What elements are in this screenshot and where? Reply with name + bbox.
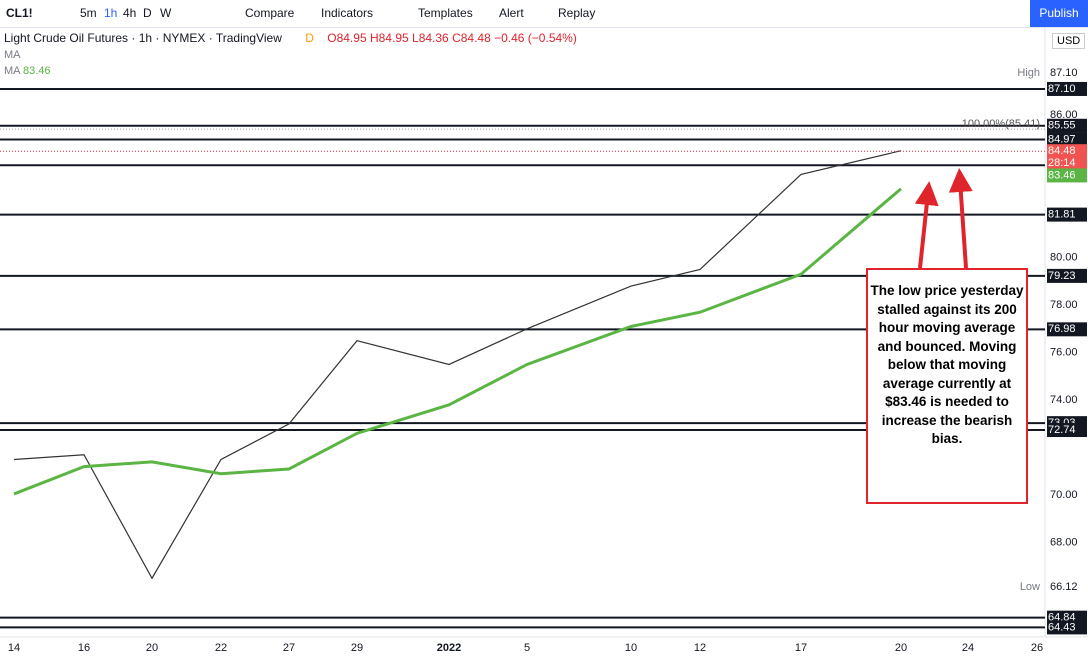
y-tick-label: 86.00 [1050, 109, 1078, 121]
level-label: 81.81 [1048, 209, 1076, 221]
high-label: High [1017, 67, 1040, 79]
x-tick-label: 29 [351, 642, 363, 654]
x-tick-label: 24 [962, 642, 974, 654]
x-tick-label: 20 [895, 642, 907, 654]
low-value: 66.12 [1050, 581, 1078, 593]
interval[interactable]: D [143, 6, 152, 20]
last-price-label: 84.48 [1048, 145, 1076, 157]
ohlc: O84.95 [327, 31, 367, 45]
x-tick-label: 12 [694, 642, 706, 654]
ohlc: H84.95 [369, 31, 409, 45]
ma-legend: MA [4, 65, 20, 77]
y-tick-label: 76.00 [1050, 347, 1078, 359]
x-tick-label: 14 [8, 642, 20, 654]
countdown: 28:14 [1048, 157, 1076, 169]
button[interactable]: Indicators [321, 6, 374, 20]
x-tick-label: 20 [146, 642, 158, 654]
toolbar: CL1! 5m 1h 4h D W Compare Indicators Tem… [0, 0, 1088, 28]
low-label: Low [1020, 581, 1040, 593]
ma-price-box [1047, 168, 1087, 183]
level-label: 84.97 [1048, 133, 1076, 145]
button[interactable]: Replay [558, 6, 596, 20]
ohlc: L84.36 [412, 31, 449, 45]
ma-line [13, 187, 902, 496]
button[interactable]: Templates [418, 6, 473, 20]
ma-legend: MA [4, 49, 21, 61]
arrow [948, 168, 973, 269]
annotation: The low price yesterday stalled against … [866, 268, 1028, 504]
button[interactable]: Compare [245, 6, 295, 20]
interval[interactable]: 4h [123, 6, 137, 20]
ma-value: 83.46 [22, 65, 51, 77]
level-label: 64.43 [1048, 621, 1076, 633]
high-value: 87.10 [1050, 67, 1078, 79]
y-tick-label: 68.00 [1050, 537, 1078, 549]
level-box [1047, 322, 1087, 337]
level-label: 79.23 [1048, 270, 1076, 282]
currency[interactable]: USD [1052, 33, 1086, 49]
x-tick-label: 2022 [437, 642, 461, 654]
level-box [1047, 81, 1087, 96]
chart: 68.00 70.00 74.00 76.00 78.00 80.00 86.00 14 16 2… [0, 28, 1088, 663]
badge: D [305, 31, 314, 45]
level-box [1047, 207, 1087, 222]
symbol[interactable]: CL1! [6, 6, 33, 20]
price-line [13, 150, 902, 580]
publish-button[interactable]: Publish [1030, 0, 1088, 27]
interval[interactable]: 1h [104, 6, 118, 20]
x-tick-label: 10 [625, 642, 637, 654]
ma-price-label: 83.46 [1048, 169, 1076, 181]
level-label: 72.74 [1048, 424, 1076, 436]
x-tick-label: 17 [795, 642, 807, 654]
fib-label: 100.00%(85.41) [962, 118, 1040, 130]
button[interactable]: Alert [499, 6, 524, 20]
level-label: 87.10 [1048, 83, 1076, 95]
legend: Light Crude Oil Futures · 1h · NYMEX · T… [4, 31, 577, 77]
legend-title: Light Crude Oil Futures · 1h · NYMEX · T… [4, 31, 282, 45]
ohlc: C84.48 [452, 31, 491, 45]
level-box [1047, 118, 1087, 133]
level-label: 76.98 [1048, 323, 1076, 335]
level-box [1047, 423, 1087, 438]
x-tick-label: 26 [1031, 642, 1043, 654]
y-tick-label: 74.00 [1050, 394, 1078, 406]
x-tick-label: 16 [78, 642, 90, 654]
level-box [1047, 132, 1087, 147]
y-tick-label: 70.00 [1050, 489, 1078, 501]
ohlc: −0.46 (−0.54%) [494, 31, 577, 45]
level-box [1047, 620, 1087, 635]
y-tick-label: 78.00 [1050, 299, 1078, 311]
arrow [914, 181, 939, 269]
x-tick-label: 27 [283, 642, 295, 654]
y-tick-label: 80.00 [1050, 252, 1078, 264]
interval[interactable]: W [160, 6, 172, 20]
level-box [1047, 268, 1087, 283]
level-label: 85.55 [1048, 120, 1076, 132]
x-tick-label: 22 [215, 642, 227, 654]
last-price-box [1047, 144, 1087, 171]
x-tick-label: 5 [524, 642, 530, 654]
interval[interactable]: 5m [80, 6, 97, 20]
